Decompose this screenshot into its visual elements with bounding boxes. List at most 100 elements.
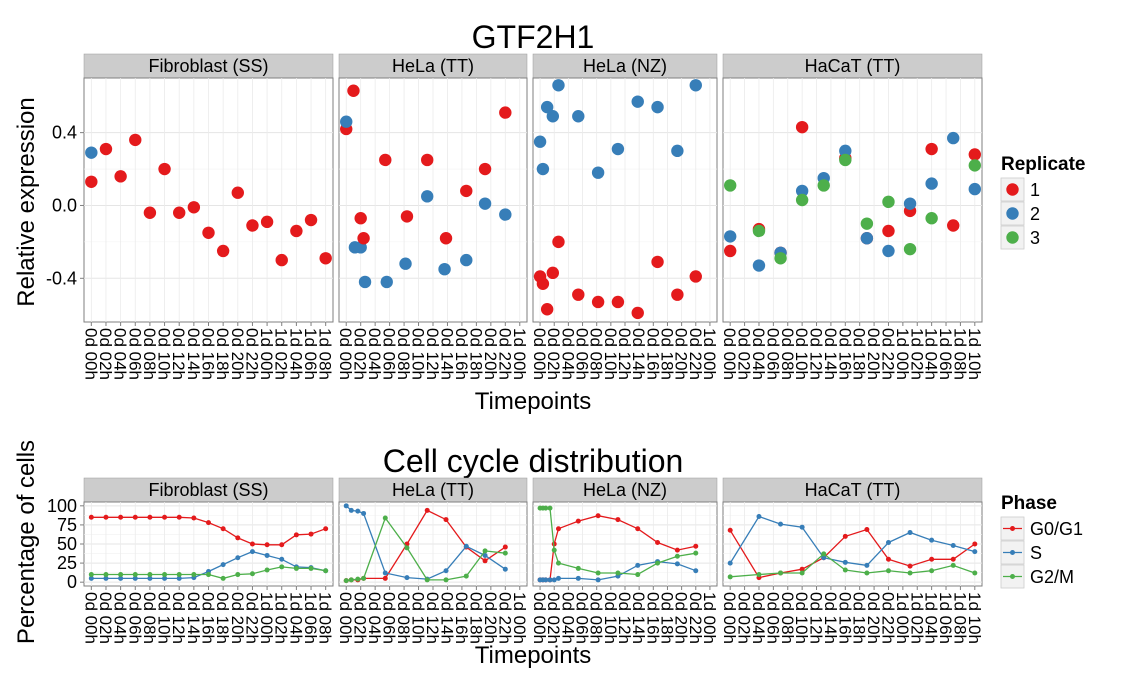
bottom-point-g2-m [355,576,361,582]
top-point-rep2 [499,208,512,221]
top-x-tick-label: 0d 12h [169,328,188,380]
legend-item-label: 2 [1030,204,1040,224]
top-point-rep1 [400,210,414,223]
bottom-x-tick-label: 0d 04h [558,592,577,644]
top-point-rep1 [536,277,550,290]
top-x-tick-label: 0d 02h [735,328,754,380]
bottom-point-g0-g1 [176,514,182,520]
bottom-point-s [382,570,388,576]
bottom-x-tick-label: 0d 06h [763,592,782,644]
top-point-rep2 [536,162,550,176]
bottom-point-g0-g1 [655,539,661,545]
bottom-point-g2-m [220,575,226,581]
top-x-tick-label: 0d 16h [835,328,854,380]
bottom-x-tick-label: 0d 12h [807,592,826,644]
bottom-x-tick-label: 0d 16h [199,592,218,644]
top-point-rep2 [421,190,434,203]
top-x-tick-label: 0d 12h [423,328,442,380]
bottom-y-tick-label: 100 [47,496,77,516]
top-point-rep3 [968,159,982,172]
top-x-tick-label: 1d 00h [700,328,719,380]
top-x-tick-label: 0d 10h [409,328,428,380]
bottom-point-g2-m [443,577,449,583]
top-point-rep3 [795,193,809,207]
bottom-point-s [555,575,561,581]
top-x-tick-label: 0d 14h [437,328,456,380]
top-point-rep2 [540,100,554,114]
top-point-rep1 [795,120,809,134]
top-point-rep1 [275,253,288,267]
bottom-x-tick-label: 0d 10h [409,592,428,644]
bottom-point-g0-g1 [972,541,978,547]
top-point-rep1 [231,186,244,199]
bottom-point-s [950,543,956,549]
top-point-rep2 [340,115,353,128]
bottom-x-tick-label: 1d 08h [316,592,335,644]
bottom-strip-bg [338,477,528,503]
bottom-x-tick-label: 0d 02h [735,592,754,644]
bottom-point-g0-g1 [118,514,124,520]
top-strip-bg [338,53,528,79]
bottom-point-g0-g1 [162,514,168,520]
top-strip-label: HaCaT (TT) [805,56,901,76]
top-point-rep3 [817,179,830,192]
top-y-tick-label: 0.4 [52,123,77,143]
top-point-rep3 [752,224,766,238]
top-x-axis-label: Timepoints [475,388,591,415]
legend-item-label: 3 [1030,228,1040,248]
legend-key-point [1010,526,1015,531]
top-x-tick-label: 0d 18h [657,328,676,380]
bottom-y-tick-label: 75 [57,515,77,535]
bottom-point-s [176,575,182,581]
top-point-rep1 [478,162,492,176]
top-point-rep2 [85,146,98,159]
bottom-x-tick-label: 0d 08h [394,592,413,644]
bottom-x-tick-label: 0d 18h [850,592,869,644]
top-point-rep1 [631,306,644,320]
bottom-strip-label: HeLa (NZ) [583,480,667,500]
bottom-point-s [756,514,762,520]
top-x-tick-label: 0d 22h [495,328,514,380]
top-x-tick-label: 0d 10h [155,328,174,380]
top-point-rep1 [158,162,171,176]
bottom-point-g2-m [323,568,329,574]
bottom-strip-label: HeLa (TT) [392,480,474,500]
top-point-rep2 [752,259,766,272]
bottom-point-g0-g1 [308,531,314,537]
top-point-rep1 [173,206,186,219]
bottom-point-s [88,575,94,581]
bottom-point-s [220,562,226,568]
top-x-tick-label: 0d 16h [199,328,218,380]
bottom-x-tick-label: 0d 22h [686,592,705,644]
bottom-point-g0-g1 [929,556,935,562]
top-point-rep2 [380,275,393,289]
bottom-x-tick-label: 0d 00h [530,592,549,644]
bottom-x-tick-label: 0d 04h [111,592,130,644]
bottom-y-tick-label: 0 [67,572,77,592]
top-x-tick-label: 0d 06h [380,328,399,380]
top-point-rep2 [839,144,852,158]
bottom-x-tick-label: 0d 12h [169,592,188,644]
bottom-point-g0-g1 [323,526,329,532]
bottom-point-g2-m [162,572,168,578]
bottom-point-g0-g1 [279,542,285,548]
top-x-tick-label: 1d 10h [965,328,984,380]
bottom-point-s [635,562,641,568]
bottom-x-tick-label: 0d 16h [835,592,854,644]
bottom-y-tick-label: 25 [57,553,77,573]
bottom-point-g0-g1 [132,514,138,520]
top-x-tick-label: 0d 04h [365,328,384,380]
bottom-x-tick-label: 0d 02h [351,592,370,644]
bottom-line-s [729,515,975,567]
top-x-tick-label: 0d 00h [336,328,355,380]
top-x-tick-label: 0d 16h [643,328,662,380]
bottom-point-s [799,524,805,530]
top-point-rep1 [187,201,201,214]
bottom-point-g2-m [864,570,870,576]
top-x-tick-label: 0d 14h [629,328,648,380]
top-point-rep1 [216,244,230,258]
top-point-rep2 [358,275,372,289]
